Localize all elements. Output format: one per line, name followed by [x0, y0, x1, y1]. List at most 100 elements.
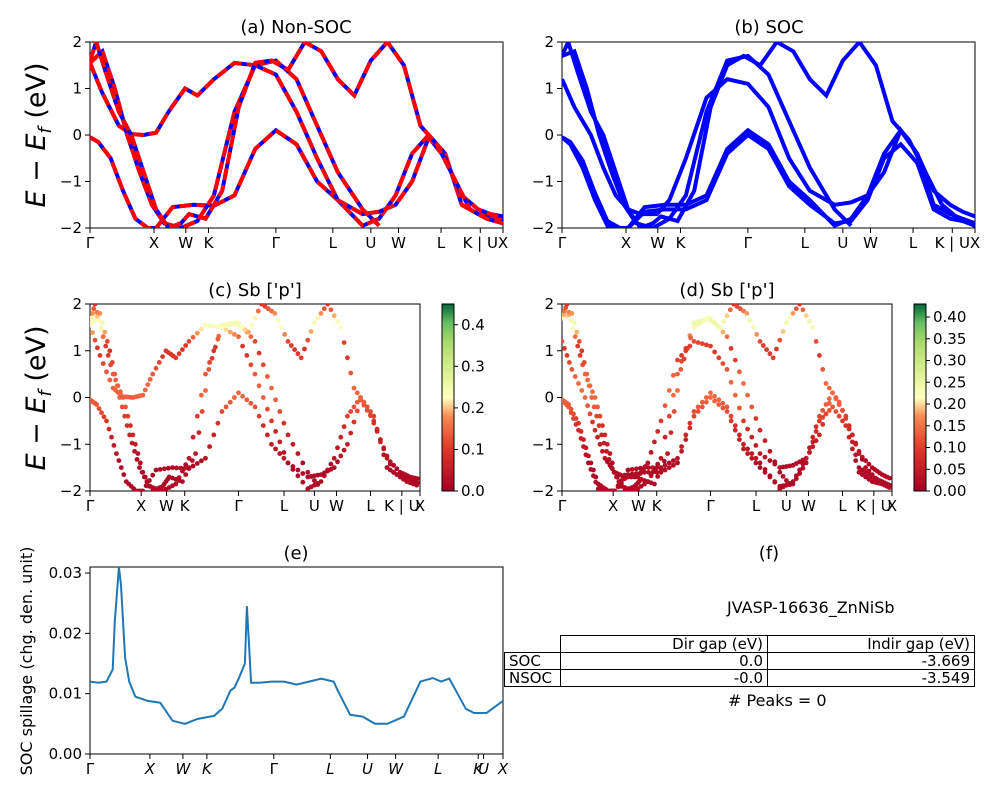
scatter-point	[612, 488, 618, 491]
scatter-point	[699, 404, 705, 410]
scatter-point	[655, 474, 661, 479]
scatter-point	[810, 444, 816, 449]
scatter-point	[116, 458, 122, 463]
scatter-point	[354, 390, 360, 396]
scatter-point	[780, 474, 786, 479]
scatter-point	[374, 429, 380, 434]
scatter-point	[104, 339, 110, 344]
y-tick-label: 2	[544, 295, 554, 313]
scatter-point	[321, 306, 327, 312]
scatter-point	[567, 360, 572, 365]
scatter-point	[130, 432, 136, 438]
scatter-point	[760, 343, 766, 348]
scatter-point	[820, 422, 826, 427]
x-tick-label: Γ	[270, 760, 279, 778]
scatter-point	[119, 404, 125, 410]
scatter-point	[767, 448, 773, 454]
scatter-point	[244, 353, 250, 358]
x-tick-label: X	[497, 760, 509, 778]
scatter-point	[248, 400, 254, 406]
x-tick-label: U	[362, 760, 373, 778]
scatter-point	[579, 348, 585, 354]
scatter-point	[683, 437, 689, 442]
x-tick-label: X	[887, 497, 897, 515]
scatter-point	[762, 454, 768, 460]
scatter-point	[720, 405, 726, 411]
scatter-point	[793, 306, 799, 312]
scatter-point	[140, 469, 146, 475]
scatter-point	[338, 434, 344, 440]
panel-d-title: (d) Sb ['p']	[679, 280, 774, 301]
x-tick-label: Γ	[86, 497, 95, 515]
scatter-point	[661, 458, 667, 464]
colorbar-tick-label: 0.25	[933, 373, 966, 391]
scatter-point	[850, 432, 855, 438]
x-tick-label: Γ	[558, 234, 567, 252]
scatter-point	[721, 319, 727, 324]
scatter-point	[594, 413, 599, 419]
scatter-point	[679, 353, 684, 358]
scatter-point	[737, 437, 742, 442]
scatter-point	[625, 467, 631, 473]
scatter-point	[640, 467, 646, 473]
scatter-point	[617, 479, 623, 484]
scatter-point	[216, 333, 222, 339]
x-tick-label: X	[144, 760, 156, 778]
scatter-point	[282, 332, 288, 337]
x-tick-label: X	[415, 497, 425, 515]
scatter-point	[602, 455, 608, 461]
x-tick-label: Γ	[744, 234, 753, 252]
scatter-point	[614, 474, 620, 480]
x-tick-label: W	[863, 234, 878, 252]
scatter-point	[315, 315, 321, 321]
scatter-point	[737, 405, 742, 411]
scatter-point	[242, 327, 248, 333]
scatter-point	[227, 399, 233, 405]
scatter-point	[585, 403, 590, 409]
scatter-point	[564, 304, 570, 307]
scatter-point	[803, 455, 809, 461]
scatter-point	[671, 372, 676, 378]
scatter-point	[170, 465, 175, 470]
colorbar-tick-label: 0.20	[933, 395, 966, 413]
band-line-red-dashed	[90, 127, 503, 228]
scatter-point	[606, 457, 612, 462]
scatter-point	[753, 460, 759, 466]
scatter-point	[281, 450, 287, 455]
scatter-point	[581, 444, 586, 449]
scatter-point	[753, 443, 759, 448]
x-tick-label: Γ	[86, 760, 95, 778]
scatter-point	[695, 409, 701, 414]
scatter-point	[150, 472, 156, 478]
scatter-point	[285, 460, 291, 466]
x-tick-label: K	[204, 234, 215, 252]
scatter-point	[328, 461, 334, 467]
scatter-point	[741, 441, 746, 447]
table-header-indir-gap: Indir gap (eV)	[767, 635, 975, 653]
scatter-point	[415, 476, 420, 482]
scatter-point	[92, 304, 98, 307]
scatter-point	[754, 332, 760, 337]
x-tick-label: K	[202, 760, 213, 778]
x-tick-label: X	[498, 234, 508, 252]
scatter-point	[600, 448, 605, 454]
scatter-point	[156, 360, 162, 365]
scatter-point	[190, 463, 196, 469]
scatter-point	[94, 402, 99, 407]
scatter-point	[209, 355, 215, 361]
scatter-point	[562, 346, 567, 351]
x-tick-label: K	[473, 760, 484, 778]
axes-e: 0.030.020.010.00Γ X W K Γ L U W L KU X	[49, 564, 509, 778]
scatter-point	[823, 411, 829, 417]
scatter-point	[836, 399, 842, 405]
x-tick-label: L	[437, 234, 446, 252]
scatter-point	[712, 393, 717, 399]
scatter-point	[632, 474, 637, 480]
scatter-point	[784, 478, 789, 483]
scatter-point	[351, 385, 357, 391]
scatter-point	[300, 471, 306, 476]
x-tick-label: W	[650, 234, 665, 252]
scatter-point	[153, 467, 159, 473]
scatter-point	[767, 351, 773, 357]
y-tick-label: −2	[532, 482, 554, 500]
